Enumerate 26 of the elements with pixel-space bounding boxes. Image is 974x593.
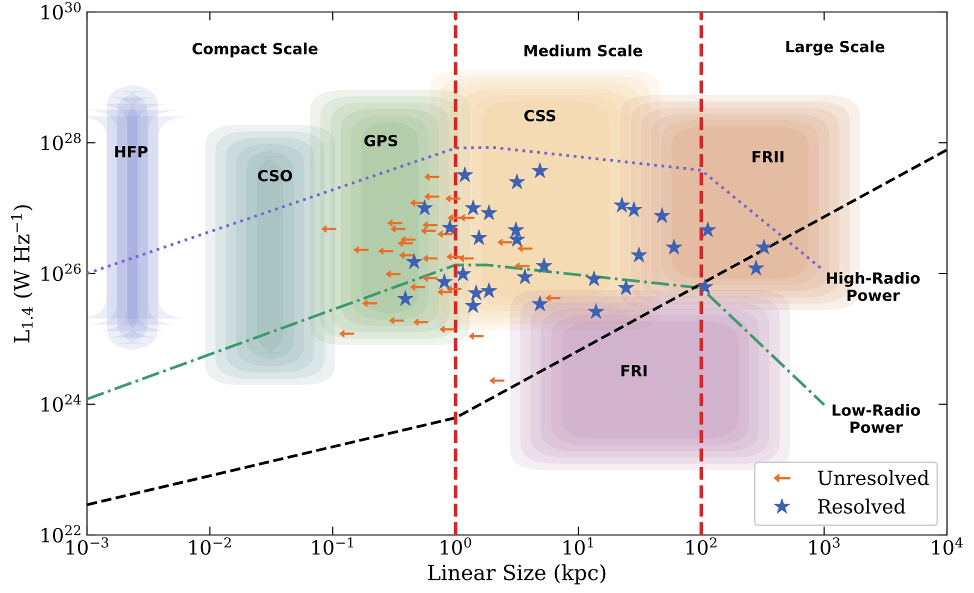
x-axis-title: Linear Size (kpc) [428, 564, 606, 584]
annotation: FRI [621, 365, 647, 376]
x-tick-label: 10$^{0}$ [440, 537, 472, 555]
y-tick-label: 10$^{28}$ [42, 132, 81, 150]
annotation: GPS [364, 134, 398, 146]
annotation: FRII [752, 151, 784, 162]
x-tick-label: 10$^{4}$ [932, 537, 963, 555]
x-tick-label: 10$^{2}$ [686, 537, 716, 555]
annotation: Compact Scale [192, 42, 318, 58]
y-tick-label: 10$^{26}$ [42, 264, 81, 282]
x-tick-label: 10$^{−2}$ [189, 537, 231, 555]
annotation: Medium Scale [524, 44, 642, 56]
annotation: CSS [524, 110, 556, 122]
annotation: CSO [258, 170, 292, 182]
y-tick-label: 10$^{24}$ [42, 394, 81, 412]
annotation: Large Scale [786, 40, 884, 56]
x-tick-label: 10$^{3}$ [809, 537, 840, 555]
legend-label: Resolved [818, 498, 906, 514]
x-tick-label: 10$^{−1}$ [312, 537, 354, 555]
annotation: HFP [115, 146, 148, 158]
y-axis-title: L$_{1.4}$ (W Hz$^{−1}$) [10, 205, 33, 342]
y-tick-label: 10$^{30}$ [42, 2, 81, 20]
x-tick-label: 10$^{1}$ [564, 537, 593, 555]
legend-label: Unresolved [818, 470, 929, 486]
annotation: High-Radio Power [826, 272, 920, 302]
annotation: Low-Radio Power [832, 404, 920, 433]
